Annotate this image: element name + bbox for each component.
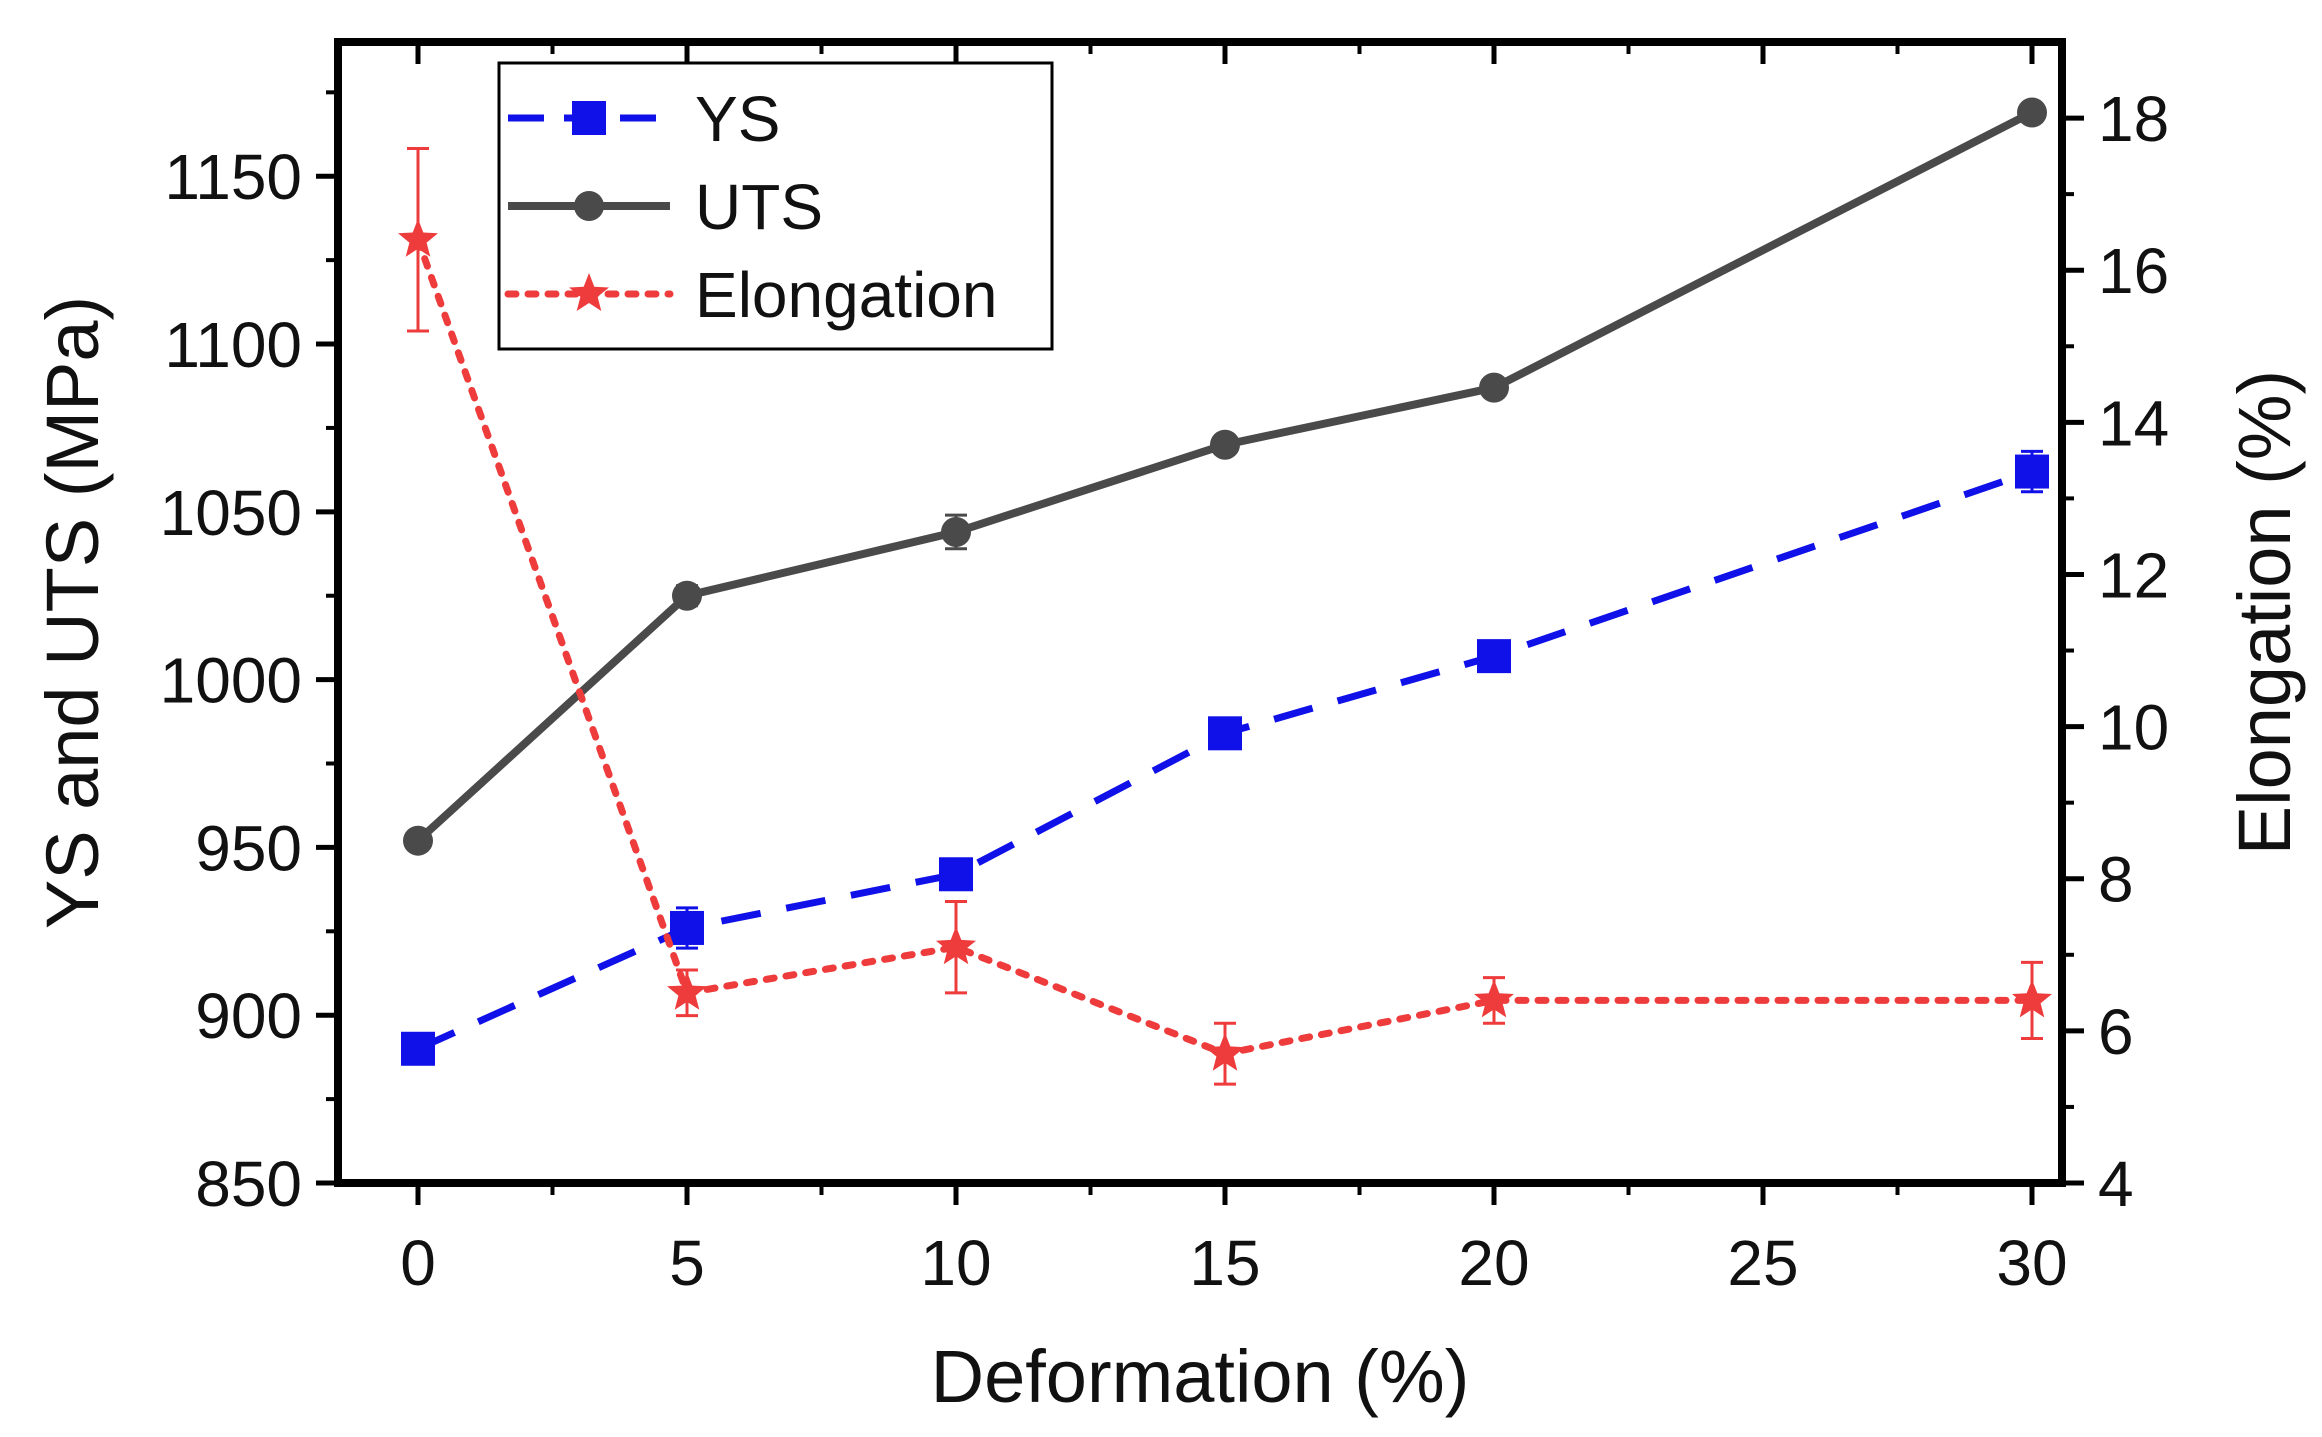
series-line <box>415 108 2034 844</box>
y-left-tick-label: 1000 <box>160 645 302 717</box>
data-point <box>2012 979 2052 1018</box>
legend-marker <box>572 101 606 135</box>
series-uts <box>403 97 2047 856</box>
legend-marker <box>574 191 604 221</box>
legend-label: Elongation <box>695 259 997 331</box>
legend: YS UTS Elongation <box>497 61 1054 351</box>
y-right-tick-label: 4 <box>2098 1148 2134 1220</box>
y-right-tick-label: 14 <box>2098 387 2169 459</box>
series-elongation <box>398 146 2052 1086</box>
y-right-tick-label: 6 <box>2098 996 2134 1068</box>
data-point <box>941 516 971 547</box>
x-tick-label: 10 <box>920 1227 991 1299</box>
x-tick-label: 30 <box>1996 1227 2067 1299</box>
data-point <box>667 971 707 1010</box>
x-axis-title: Deformation (%) <box>931 1335 1470 1418</box>
legend-label: UTS <box>695 171 823 243</box>
data-point <box>2015 454 2049 489</box>
series-line <box>414 236 2036 1058</box>
x-tick-label: 25 <box>1727 1227 1798 1299</box>
data-point <box>672 580 702 611</box>
y-left-tick-label: 850 <box>195 1148 302 1220</box>
data-point <box>398 218 438 257</box>
y-left-tick-label: 900 <box>195 980 302 1052</box>
y-axis-left-title: YS and UTS (MPa) <box>31 296 114 929</box>
data-point <box>939 857 973 892</box>
y-right-tick-label: 8 <box>2098 844 2134 916</box>
y-left-tick-label: 950 <box>195 812 302 884</box>
y-left-tick-label: 1050 <box>160 477 302 549</box>
data-point <box>936 926 976 965</box>
x-tick-label: 15 <box>1189 1227 1260 1299</box>
data-point <box>1210 429 1240 460</box>
legend-label: YS <box>695 83 780 155</box>
x-tick-label: 20 <box>1458 1227 1529 1299</box>
data-point <box>1205 1032 1245 1071</box>
x-tick-label: 5 <box>669 1227 705 1299</box>
y-right-tick-label: 18 <box>2098 83 2169 155</box>
series-ys <box>401 449 2049 1066</box>
data-point <box>401 1031 435 1066</box>
axes-layer: 0 5 10 15 20 25 30 850 900 950 1000 1050 1100 1150 4 6 8… <box>160 42 2169 1299</box>
legend-marker <box>569 273 609 311</box>
data-point <box>1479 372 1509 403</box>
data-point <box>670 910 704 945</box>
data-point <box>1208 716 1242 751</box>
series-line <box>416 468 2034 1052</box>
y-right-tick-label: 10 <box>2098 692 2169 764</box>
plot-layer <box>398 97 2052 1086</box>
plot-frame <box>334 38 2066 1187</box>
data-point <box>1474 979 1514 1018</box>
y-right-tick-label: 12 <box>2098 539 2169 611</box>
y-axis-right-title: Elongation (%) <box>2223 370 2306 855</box>
y-left-tick-label: 1150 <box>164 141 302 213</box>
data-point <box>1477 639 1511 674</box>
data-point <box>2017 97 2047 128</box>
y-left-tick-label: 1100 <box>164 309 302 381</box>
x-tick-label: 0 <box>400 1227 436 1299</box>
data-point <box>403 825 433 856</box>
y-right-tick-label: 16 <box>2098 235 2169 307</box>
